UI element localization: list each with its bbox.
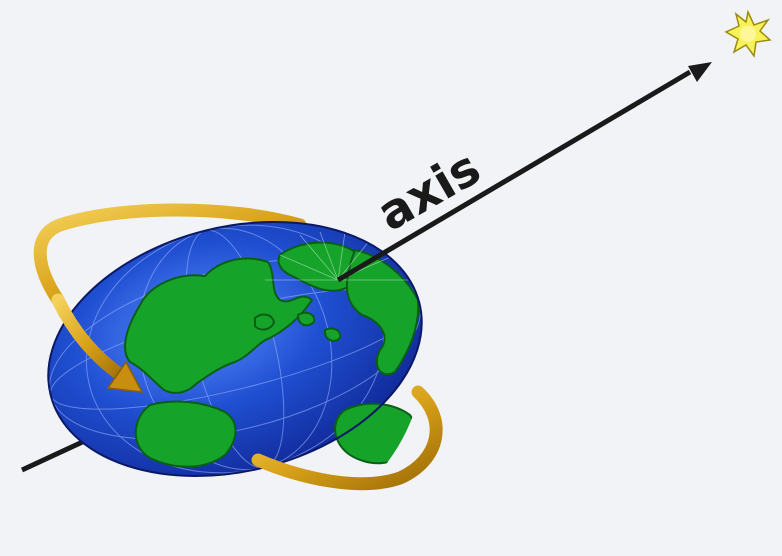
axis-line-upper <box>336 69 692 283</box>
meridian-lines <box>265 231 410 281</box>
sun-icon <box>724 9 772 58</box>
earth-globe-icon <box>47 221 423 477</box>
rotation-ring-lower <box>251 385 443 491</box>
rotation-arrowhead <box>106 360 144 393</box>
rotation-arrow-front <box>51 293 132 385</box>
axis-arrowhead <box>688 62 712 82</box>
rotation-arrow-back <box>33 203 307 307</box>
continents <box>124 241 420 468</box>
